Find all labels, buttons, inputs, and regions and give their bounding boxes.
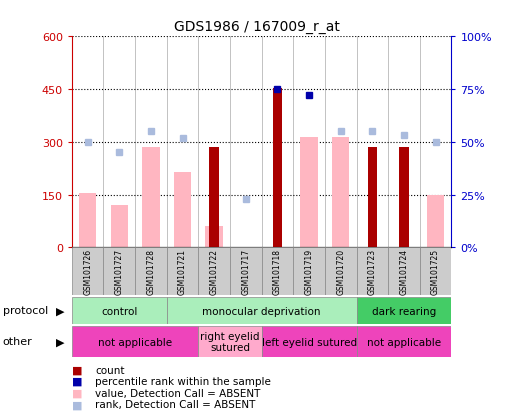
Text: monocular deprivation: monocular deprivation xyxy=(203,306,321,316)
Text: not applicable: not applicable xyxy=(98,337,172,347)
Bar xyxy=(357,326,451,357)
Bar xyxy=(273,89,282,248)
Bar xyxy=(174,172,191,248)
Text: percentile rank within the sample: percentile rank within the sample xyxy=(95,376,271,386)
Bar xyxy=(111,206,128,248)
Text: not applicable: not applicable xyxy=(367,337,441,347)
Text: ■: ■ xyxy=(72,376,82,386)
Bar xyxy=(72,326,199,357)
Bar xyxy=(142,148,160,248)
Bar xyxy=(301,137,318,248)
Text: GDS1986 / 167009_r_at: GDS1986 / 167009_r_at xyxy=(173,20,340,34)
Bar xyxy=(368,148,377,248)
Text: GSM101724: GSM101724 xyxy=(400,249,408,294)
Bar xyxy=(135,248,167,295)
Text: ■: ■ xyxy=(72,388,82,398)
Text: GSM101719: GSM101719 xyxy=(305,249,313,294)
Bar xyxy=(209,148,219,248)
Bar xyxy=(79,193,96,248)
Bar xyxy=(262,248,293,295)
Text: GSM101727: GSM101727 xyxy=(115,249,124,294)
Text: GSM101728: GSM101728 xyxy=(146,249,155,294)
Text: GSM101718: GSM101718 xyxy=(273,249,282,294)
Text: GSM101721: GSM101721 xyxy=(178,249,187,294)
Bar xyxy=(357,297,451,324)
Text: count: count xyxy=(95,365,125,375)
Text: ■: ■ xyxy=(72,399,82,409)
Bar xyxy=(399,148,409,248)
Bar xyxy=(167,297,357,324)
Text: ▶: ▶ xyxy=(55,306,64,316)
Text: left eyelid sutured: left eyelid sutured xyxy=(262,337,357,347)
Bar xyxy=(325,248,357,295)
Text: value, Detection Call = ABSENT: value, Detection Call = ABSENT xyxy=(95,388,260,398)
Bar xyxy=(72,297,167,324)
Text: GSM101726: GSM101726 xyxy=(83,249,92,294)
Text: control: control xyxy=(101,306,137,316)
Bar xyxy=(262,326,357,357)
Bar xyxy=(206,227,223,248)
Bar xyxy=(230,248,262,295)
Text: protocol: protocol xyxy=(3,306,48,316)
Text: right eyelid
sutured: right eyelid sutured xyxy=(200,331,260,353)
Bar xyxy=(332,137,349,248)
Bar xyxy=(357,248,388,295)
Text: other: other xyxy=(3,337,32,347)
Bar xyxy=(427,196,444,248)
Text: GSM101725: GSM101725 xyxy=(431,249,440,294)
Text: ■: ■ xyxy=(72,365,82,375)
Bar xyxy=(388,248,420,295)
Bar xyxy=(293,248,325,295)
Text: rank, Detection Call = ABSENT: rank, Detection Call = ABSENT xyxy=(95,399,255,409)
Bar xyxy=(167,248,199,295)
Bar xyxy=(72,248,104,295)
Text: ▶: ▶ xyxy=(55,337,64,347)
Text: dark rearing: dark rearing xyxy=(372,306,436,316)
Bar xyxy=(199,248,230,295)
Bar xyxy=(420,248,451,295)
Text: GSM101717: GSM101717 xyxy=(241,249,250,294)
Text: GSM101722: GSM101722 xyxy=(210,249,219,294)
Bar xyxy=(104,248,135,295)
Text: GSM101723: GSM101723 xyxy=(368,249,377,294)
Bar xyxy=(199,326,262,357)
Text: GSM101720: GSM101720 xyxy=(336,249,345,294)
